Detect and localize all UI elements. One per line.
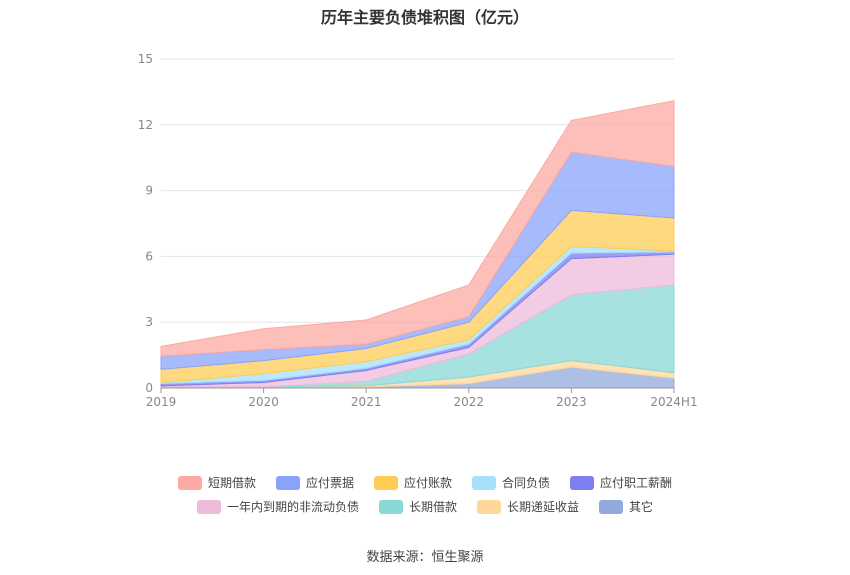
legend-item[interactable]: 其它 xyxy=(599,498,653,515)
area-series-8 xyxy=(160,100,675,357)
legend-swatch xyxy=(275,475,300,490)
legend-swatch xyxy=(472,475,496,490)
legend-label: 合同负债 xyxy=(502,476,551,490)
legend-label: 短期借款 xyxy=(207,476,256,490)
legend-row-2: 一年内到期的非流动负债 长期借款 长期递延收益 其它 xyxy=(0,498,850,515)
x-tick-label: 2022 xyxy=(454,395,485,409)
chart-title: 历年主要负债堆积图（亿元） xyxy=(320,8,529,27)
x-tick-label: 2020 xyxy=(248,395,279,409)
legend-label: 长期递延收益 xyxy=(507,500,580,514)
legend-swatch xyxy=(196,499,221,514)
x-tick-label: 2024H1 xyxy=(650,395,697,409)
legend-swatch xyxy=(378,499,403,514)
legend-item[interactable]: 合同负债 xyxy=(472,474,550,491)
legend-item[interactable]: 长期递延收益 xyxy=(477,498,579,515)
legend-label: 应付职工薪酬 xyxy=(600,476,673,490)
legend-swatch xyxy=(477,499,501,514)
legend-item[interactable]: 一年内到期的非流动负债 xyxy=(196,498,359,515)
legend-item[interactable]: 长期借款 xyxy=(378,498,457,515)
legend-swatch xyxy=(373,475,398,490)
legend-label: 其它 xyxy=(629,500,654,514)
y-tick-label: 9 xyxy=(145,184,153,198)
x-tick-label: 2019 xyxy=(146,395,177,409)
y-tick-label: 15 xyxy=(138,52,153,66)
legend-label: 应付账款 xyxy=(403,476,452,490)
y-tick-label: 0 xyxy=(145,381,153,395)
legend-swatch xyxy=(570,475,595,490)
y-tick-label: 3 xyxy=(145,315,153,329)
legend-label: 长期借款 xyxy=(408,500,457,514)
legend-label: 应付票据 xyxy=(305,476,354,490)
legend-swatch xyxy=(599,499,624,514)
y-tick-label: 12 xyxy=(138,118,153,132)
source-note: 数据来源：恒生聚源 xyxy=(366,550,484,565)
x-tick-label: 2021 xyxy=(351,395,382,409)
x-tick-label: 2023 xyxy=(556,395,587,409)
legend-item[interactable]: 短期借款 xyxy=(177,474,256,491)
legend-row-1: 短期借款 应付票据 应付账款 合同负债 应付职工薪酬 xyxy=(0,474,850,491)
legend-item[interactable]: 应付职工薪酬 xyxy=(570,474,672,491)
legend-item[interactable]: 应付账款 xyxy=(373,474,452,491)
legend-swatch xyxy=(177,475,202,490)
legend-item[interactable]: 应付票据 xyxy=(275,474,354,491)
legend-label: 一年内到期的非流动负债 xyxy=(226,500,359,514)
y-tick-label: 6 xyxy=(145,249,153,263)
